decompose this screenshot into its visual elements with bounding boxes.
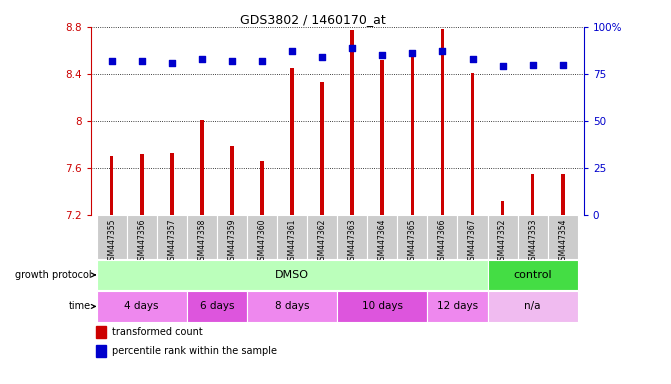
Point — [166, 60, 177, 66]
Point — [317, 54, 327, 60]
Bar — [291, 68, 294, 215]
Bar — [217, 215, 247, 259]
Text: time: time — [69, 301, 95, 311]
Text: growth protocol: growth protocol — [15, 270, 95, 280]
Text: GSM447352: GSM447352 — [498, 218, 507, 265]
Point — [527, 61, 538, 68]
Text: GSM447359: GSM447359 — [227, 218, 236, 265]
Text: 10 days: 10 days — [362, 301, 403, 311]
Bar — [187, 215, 217, 259]
Bar — [441, 29, 444, 215]
Point — [347, 45, 358, 51]
Bar — [488, 215, 517, 259]
Bar — [561, 174, 564, 215]
Bar — [458, 215, 488, 259]
Bar — [488, 260, 578, 290]
Bar — [170, 153, 174, 215]
Bar — [247, 215, 277, 259]
Bar — [200, 120, 204, 215]
Text: GSM447356: GSM447356 — [137, 218, 146, 265]
Bar — [95, 345, 107, 357]
Bar — [470, 73, 474, 215]
Point — [136, 58, 147, 64]
Text: GSM447361: GSM447361 — [288, 218, 297, 265]
Bar — [97, 215, 127, 259]
Text: GSM447367: GSM447367 — [468, 218, 477, 265]
Point — [197, 56, 207, 62]
Text: 12 days: 12 days — [437, 301, 478, 311]
Text: percentile rank within the sample: percentile rank within the sample — [112, 346, 277, 356]
Bar — [260, 161, 264, 215]
Text: GSM447364: GSM447364 — [378, 218, 386, 265]
Bar — [140, 154, 144, 215]
Text: 8 days: 8 days — [275, 301, 309, 311]
Point — [437, 48, 448, 55]
Bar — [277, 215, 307, 259]
Text: control: control — [513, 270, 552, 280]
Bar — [517, 215, 548, 259]
Bar — [95, 326, 107, 338]
Bar — [187, 291, 247, 321]
Point — [256, 58, 267, 64]
Bar — [320, 82, 324, 215]
Bar — [350, 30, 354, 215]
Bar — [411, 54, 414, 215]
Bar — [338, 215, 367, 259]
Point — [106, 58, 117, 64]
Point — [377, 52, 388, 58]
Title: GDS3802 / 1460170_at: GDS3802 / 1460170_at — [240, 13, 385, 26]
Text: DMSO: DMSO — [275, 270, 309, 280]
Bar — [380, 60, 384, 215]
Bar — [97, 291, 187, 321]
Bar — [427, 215, 458, 259]
Point — [287, 48, 297, 55]
Text: GSM447366: GSM447366 — [438, 218, 447, 265]
Bar — [531, 174, 534, 215]
Point — [497, 63, 508, 70]
Bar — [157, 215, 187, 259]
Bar — [307, 215, 338, 259]
Text: GSM447357: GSM447357 — [167, 218, 176, 265]
Bar — [110, 156, 113, 215]
Bar — [367, 215, 397, 259]
Text: GSM447353: GSM447353 — [528, 218, 537, 265]
Text: GSM447354: GSM447354 — [558, 218, 567, 265]
Bar — [338, 291, 427, 321]
Text: GSM447360: GSM447360 — [258, 218, 266, 265]
Bar — [97, 260, 488, 290]
Point — [407, 50, 418, 56]
Text: 4 days: 4 days — [124, 301, 159, 311]
Bar — [247, 291, 338, 321]
Bar — [127, 215, 157, 259]
Bar — [230, 146, 234, 215]
Bar — [548, 215, 578, 259]
Text: GSM447355: GSM447355 — [107, 218, 116, 265]
Text: GSM447365: GSM447365 — [408, 218, 417, 265]
Text: GSM447362: GSM447362 — [317, 218, 327, 265]
Text: GSM447363: GSM447363 — [348, 218, 357, 265]
Point — [558, 61, 568, 68]
Text: GSM447358: GSM447358 — [197, 218, 207, 265]
Point — [467, 56, 478, 62]
Text: transformed count: transformed count — [112, 327, 203, 337]
Bar — [427, 291, 488, 321]
Bar — [488, 291, 578, 321]
Text: 6 days: 6 days — [200, 301, 234, 311]
Text: n/a: n/a — [525, 301, 541, 311]
Bar — [397, 215, 427, 259]
Bar — [501, 201, 505, 215]
Point — [227, 58, 238, 64]
